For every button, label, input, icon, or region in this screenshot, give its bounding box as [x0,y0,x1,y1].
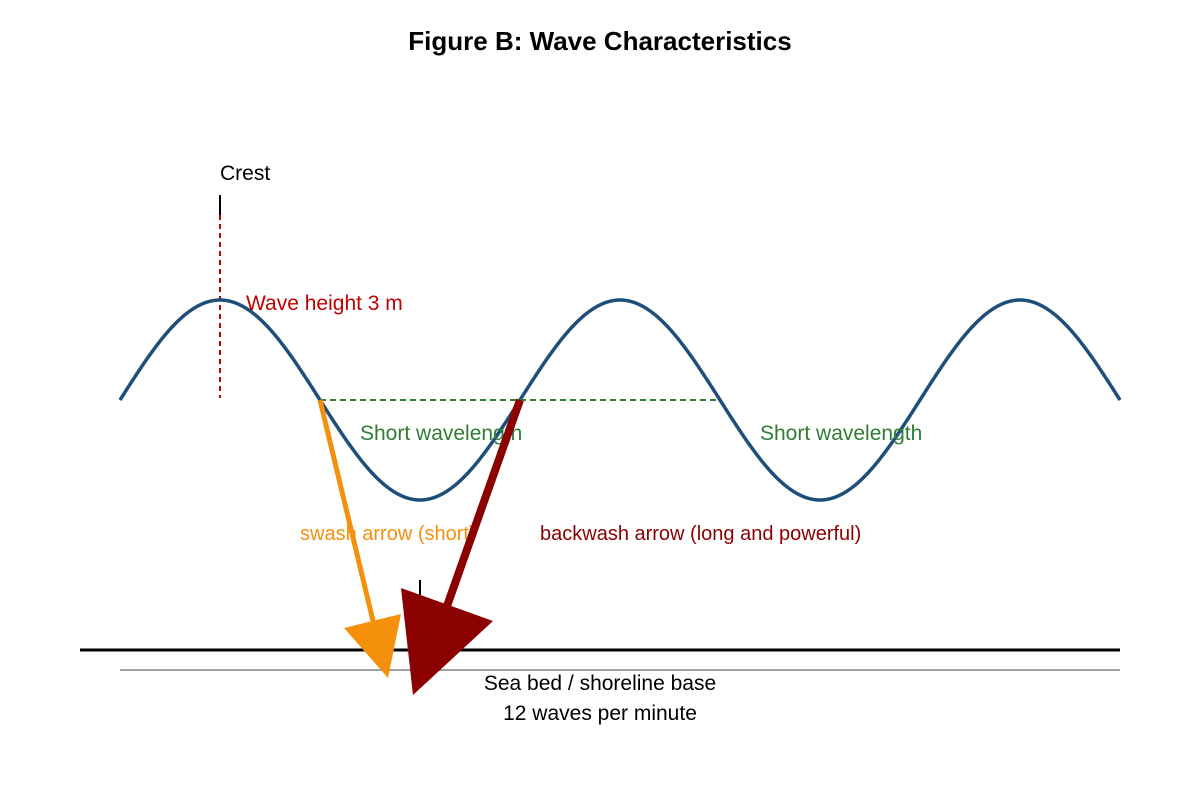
backwash-arrow-head [401,588,493,695]
swash-label: swash arrow (short) [300,523,476,545]
wave-height-label: Wave height 3 m [246,292,403,315]
frequency-label: 12 waves per minute [503,702,697,725]
backwash-arrow-shaft [443,398,524,608]
swash-arrow-shaft [317,399,377,626]
backwash-label: backwash arrow (long and powerful) [540,523,861,545]
crest-label: Crest [220,162,270,185]
figure-title: Figure B: Wave Characteristics [408,26,791,56]
wave-curve [118,298,1122,502]
swash-arrow-head [344,614,401,678]
wavelength-label-2: Short wavelength [760,422,922,445]
wavelength-label-1: Short wavelength [360,422,522,445]
sea-bed-label: Sea bed / shoreline base [484,672,716,695]
backwash-arrow [401,398,524,695]
swash-arrow [317,399,401,678]
